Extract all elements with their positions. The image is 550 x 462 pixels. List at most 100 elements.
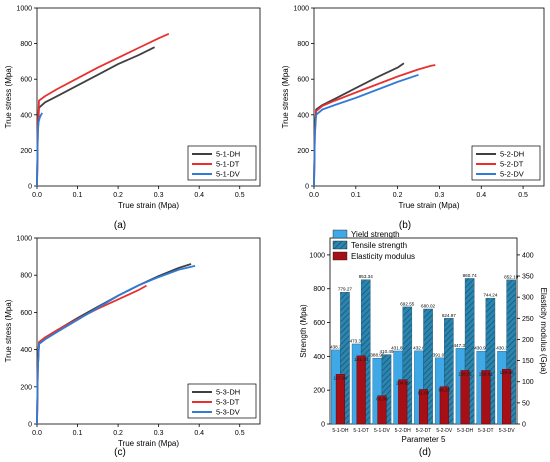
p4-label-elasticity-modulus: 88.16 [439, 388, 451, 393]
p1-x-tick-label: 0.5 [235, 192, 245, 199]
p4-label-tensile-strength: 853.34 [359, 274, 373, 279]
p4-y-tick-label: 1000 [309, 252, 325, 259]
p4-bar-tensile-strength [360, 279, 371, 425]
p1-y-axis-label: True stress (Mpa) [4, 65, 13, 128]
p4-x-tick-label: 5-2-DT [416, 428, 432, 434]
p1-x-tick-label: 0.4 [194, 192, 204, 199]
p3-panel-caption: (c) [114, 447, 126, 458]
p4-label-tensile-strength: 744.24 [483, 293, 497, 298]
p2-series-line-5-2-DT [313, 64, 436, 187]
p3-y-tick-label: 200 [20, 384, 32, 391]
p1-y-tick-label: 200 [20, 148, 32, 155]
p2-series-line-5-2-DV [313, 73, 419, 187]
p3-x-axis-label: True strain (Mpa) [118, 439, 179, 448]
p4-bar-elasticity-modulus [439, 386, 449, 425]
p2-x-tick-label: 0.5 [518, 192, 528, 199]
p3-y-tick-label: 800 [20, 273, 32, 280]
p2-plot-frame [313, 7, 545, 187]
p4-label-elasticity-modulus: 104.89 [396, 381, 410, 386]
p4-y-tick-label: 0 [321, 422, 325, 429]
p3-legend-label-5-3-DT: 5-3-DT [216, 398, 240, 407]
p4-bar-tensile-strength [340, 292, 350, 425]
p4-bar-elasticity-modulus [502, 368, 512, 425]
p4-y-right-tick-label: 250 [522, 316, 534, 323]
p4-x-tick-label: 5-1-DV [374, 428, 391, 434]
p4-bar-elasticity-modulus [335, 374, 345, 425]
p4-label-elasticity-modulus: 161.14 [354, 357, 368, 362]
p4-y-tick-label: 600 [313, 320, 325, 327]
p4-bar-tensile-strength [444, 318, 454, 425]
p1-y-tick-label: 800 [20, 41, 32, 48]
p4-label-elasticity-modulus: 129.66 [500, 370, 514, 375]
p1-x-tick-label: 0.2 [113, 192, 123, 199]
p1-y-tick-label: 600 [20, 77, 32, 84]
p4-label-elasticity-modulus: 126.61 [458, 371, 472, 376]
p2-x-tick-label: 0.3 [435, 192, 445, 199]
p4-bar-elasticity-modulus [481, 370, 491, 425]
p4-label-tensile-strength: 680.02 [421, 304, 435, 309]
p4-bar-elasticity-modulus [377, 395, 387, 425]
p4-y-right-tick-label: 400 [522, 252, 534, 259]
p2-y-tick-label: 200 [297, 148, 309, 155]
p1-legend-label-5-1-DV: 5-1-DV [216, 170, 240, 179]
p2-y-tick-label: 800 [297, 41, 309, 48]
p2-y-tick-label: 400 [297, 112, 309, 119]
p2-x-tick-label: 0.4 [476, 192, 486, 199]
p4-legend-swatch-tensile-strength [332, 240, 348, 250]
p1-series-line-5-1-DV [36, 112, 44, 187]
p2-y-axis-label: True stress (Mpa) [281, 65, 290, 128]
p2-x-axis-label: True strain (Mpa) [398, 201, 459, 210]
p4-legend-swatch-yield-strength [332, 229, 348, 239]
p4-x-tick-label: 5-3-DV [499, 428, 516, 434]
p2-y-tick-label: 600 [297, 77, 309, 84]
p3-series-line-5-3-DH [36, 263, 192, 425]
p1-y-tick-label: 1000 [16, 6, 32, 13]
p4-x-tick-label: 5-2-DH [395, 428, 412, 434]
p4-bar-tensile-strength [423, 308, 433, 425]
p4-label-tensile-strength: 624.97 [442, 313, 456, 318]
p4-legend-label-elasticity-modulus: Elasticity modulus [351, 252, 415, 261]
p1-y-tick-label: 0 [28, 184, 32, 191]
p4-bar-elasticity-modulus [398, 379, 408, 425]
p3-y-tick-label: 1000 [16, 236, 32, 243]
p3-plot-frame [36, 237, 261, 425]
p4-bar-elasticity-modulus [356, 355, 366, 425]
p2-x-tick-label: 0.1 [351, 192, 361, 199]
p1-x-tick-label: 0.3 [154, 192, 164, 199]
p1-x-tick-label: 0.0 [32, 192, 42, 199]
p4-label-tensile-strength: 410.49 [379, 349, 393, 354]
p4-y-right-tick-label: 0 [522, 422, 526, 429]
p2-legend-label-5-2-DH: 5-2-DH [500, 150, 524, 159]
p3-y-tick-label: 600 [20, 310, 32, 317]
p4-label-yield-strength: 388.95 [370, 353, 384, 358]
p3-series-line-5-3-DT [36, 284, 147, 425]
p1-legend-label-5-1-DT: 5-1-DT [216, 160, 240, 169]
p2-y-tick-label: 0 [305, 184, 309, 191]
p4-label-yield-strength: 430.94 [474, 346, 488, 351]
p4-label-yield-strength: 432.6 [413, 345, 425, 350]
p3-legend-label-5-3-DV: 5-3-DV [216, 408, 240, 417]
p1-x-axis-label: True strain (Mpa) [118, 201, 179, 210]
p4-label-yield-strength: 473.39 [350, 338, 364, 343]
p3-x-tick-label: 0.2 [113, 430, 123, 437]
p4-label-yield-strength: 438.3 [330, 344, 342, 349]
p1-series-line-5-1-DT [36, 32, 170, 187]
p2-y-tick-label: 1000 [293, 6, 309, 13]
p4-label-yield-strength: 430.3 [496, 346, 508, 351]
p4-y-tick-label: 400 [313, 354, 325, 361]
p3-x-tick-label: 0.3 [154, 430, 164, 437]
p4-y-tick-label: 200 [313, 388, 325, 395]
p4-y-right-tick-label: 350 [522, 274, 534, 281]
p4-x-tick-label: 5-1-DT [353, 428, 369, 434]
p3-y-axis-label: True stress (Mpa) [4, 299, 13, 362]
p4-label-elasticity-modulus: 81.68 [418, 390, 430, 395]
p3-x-tick-label: 0.1 [73, 430, 83, 437]
p4-y-right-tick-label: 200 [522, 337, 534, 344]
p4-legend-label-yield-strength: Yield strength [351, 230, 400, 239]
p4-x-axis-label: Parameter 5 [401, 435, 446, 444]
p2-panel-caption: (b) [399, 220, 411, 231]
p4-x-tick-label: 5-3-DH [457, 428, 474, 434]
p4-label-yield-strength: 391.08 [433, 352, 447, 357]
p4-legend-swatch-elasticity-modulus [332, 251, 348, 261]
